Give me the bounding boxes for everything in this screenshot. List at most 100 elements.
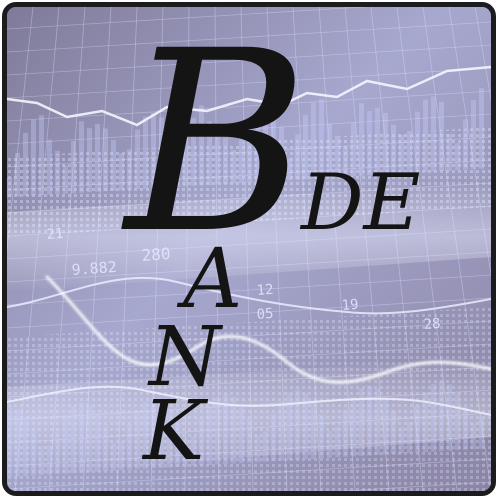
grid-line (7, 90, 491, 122)
bar-column (463, 119, 468, 170)
bank-logo-artwork: 21 280 9.882 12 05 19 28 B DE A N K (7, 7, 491, 491)
bar-column (207, 121, 212, 185)
bar-column (111, 442, 116, 471)
bar-column (391, 410, 396, 454)
bar-column (191, 436, 196, 466)
bar-column (247, 126, 252, 183)
bank-logo: B DE A N K (121, 7, 420, 479)
bar-column (287, 158, 292, 181)
bar-column (87, 405, 92, 473)
bar-column (367, 111, 372, 176)
bar-column (471, 100, 476, 170)
bar-column (391, 124, 396, 174)
bar-column (127, 149, 132, 190)
bar-column (375, 107, 380, 175)
bar-column (223, 394, 228, 465)
bar-column (463, 406, 468, 450)
bar-column (423, 392, 428, 453)
bar-column (351, 396, 356, 457)
bar-column (327, 124, 332, 178)
line-chart-curves (7, 65, 491, 416)
bar-column (111, 139, 116, 191)
bar-column (183, 438, 188, 467)
bar-column (215, 397, 220, 465)
bar-column (23, 417, 28, 477)
bar-column (359, 388, 364, 456)
bar-column (479, 417, 484, 449)
bar-column (63, 415, 68, 474)
bar-column (327, 430, 332, 458)
bar-column (383, 397, 388, 455)
bar-column (119, 440, 124, 471)
ticker-number: 9.882 (71, 258, 117, 279)
bar-column (95, 413, 100, 472)
bar-column (23, 132, 28, 197)
bar-column (335, 135, 340, 178)
grid-line (7, 113, 491, 145)
bar-column (271, 414, 276, 462)
bar-column (271, 115, 276, 182)
bar-column (319, 414, 324, 459)
bar-column (255, 434, 260, 463)
bar-column (455, 393, 460, 451)
bar-column (455, 143, 460, 171)
bar-column (255, 113, 260, 183)
bar-column (415, 111, 420, 173)
logo-suffix: DE (299, 158, 420, 248)
grid-line (7, 7, 34, 253)
bar-column (31, 119, 36, 196)
bar-column (279, 401, 284, 461)
bar-column (71, 141, 76, 194)
ticker-numbers: 21 280 9.882 12 05 19 28 (46, 226, 441, 333)
bar-column (47, 139, 52, 195)
bar-column (127, 424, 132, 470)
grid-line (7, 21, 491, 53)
logo-letter-k: K (141, 384, 209, 479)
bar-column (39, 115, 44, 196)
bar-column (7, 177, 12, 197)
bar-column (431, 383, 436, 452)
grid-line (474, 7, 491, 102)
bar-column (439, 381, 444, 452)
bar-column (39, 446, 44, 476)
bar-column (447, 133, 452, 171)
bar-column (407, 422, 412, 453)
bar-column (263, 110, 268, 182)
grid-line (7, 274, 491, 306)
bar-column (231, 397, 236, 464)
bar-column (79, 121, 84, 193)
bar-column (231, 150, 236, 184)
chart-line-wave (45, 275, 491, 384)
bar-column (135, 129, 140, 190)
bar-column (335, 426, 340, 458)
bar-column (15, 152, 20, 197)
bar-column (159, 117, 164, 188)
ticker-number: 12 (256, 282, 274, 299)
grid-line (7, 7, 369, 30)
bar-column (439, 101, 444, 172)
bar-column (447, 384, 452, 451)
ticker-number: 05 (256, 306, 274, 323)
bar-column (151, 112, 156, 189)
chart-line-mid (7, 276, 491, 315)
bar-column (71, 406, 76, 474)
ticker-number: 28 (423, 316, 441, 333)
bar-column (479, 88, 484, 169)
logo-letter-n: N (147, 310, 224, 405)
bar-column (159, 401, 164, 468)
mid-glow-band (7, 182, 491, 292)
bar-column (303, 392, 308, 460)
bar-column (311, 401, 316, 459)
bar-column (319, 98, 324, 179)
ticker-number: 19 (341, 297, 359, 314)
bar-column (247, 418, 252, 463)
bar-column (223, 137, 228, 185)
bar-column (215, 126, 220, 185)
bar-column (167, 148, 172, 188)
bar-column (311, 102, 316, 179)
bar-column (399, 427, 404, 454)
bar-column (431, 96, 436, 172)
bar-column (7, 407, 12, 477)
bar-column (343, 410, 348, 457)
bar-column (343, 146, 348, 177)
